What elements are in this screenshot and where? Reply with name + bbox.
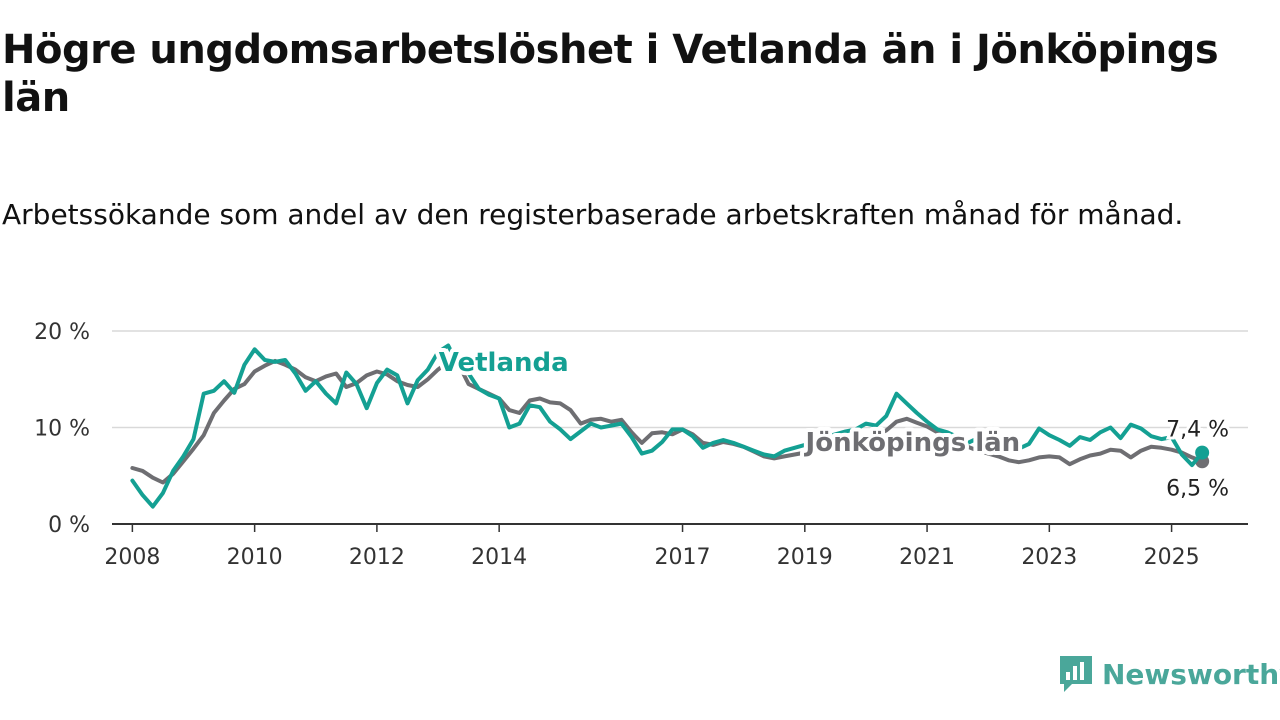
- bar-chart-logo-icon: [1060, 656, 1092, 692]
- x-tick-label: 2014: [471, 545, 527, 570]
- x-tick-label: 2023: [1021, 545, 1077, 570]
- end-value-label-2: 7,4 %: [1166, 418, 1229, 443]
- y-tick-label: 20 %: [34, 320, 90, 345]
- brand-name: Newsworthy: [1102, 657, 1280, 691]
- x-tick-label: 2008: [104, 545, 160, 570]
- end-point-2: [1195, 445, 1210, 460]
- gridlines: [112, 330, 1248, 429]
- chart-subtitle: Arbetssökande som andel av den registerb…: [2, 198, 1184, 231]
- line-chart: 0 % 10 % 20 % 2008 2010 2012 2014 2017 2019 2021…: [34, 320, 1248, 570]
- series-label-2: Vetlanda: [439, 348, 569, 378]
- y-tick-label: 0 %: [48, 513, 90, 538]
- x-tick-label: 2012: [349, 545, 405, 570]
- end-value-label-1: 6,5 %: [1166, 476, 1229, 501]
- series-labels: Jönköpings län Vetlanda 6,5 % 7,4 %: [435, 344, 1232, 504]
- x-tick-label: 2025: [1144, 545, 1200, 570]
- newsworthy-logo: Newsworthy: [1058, 654, 1280, 694]
- y-tick-label: 10 %: [34, 417, 90, 442]
- series-label-1: Jönköpings län: [804, 428, 1021, 458]
- x-axis: 2008 2010 2012 2014 2017 2019 2021 2023 2025: [104, 523, 1248, 570]
- series-lines: [130, 343, 1210, 509]
- y-axis: 0 % 10 % 20 %: [34, 320, 90, 538]
- x-tick-label: 2017: [655, 545, 711, 570]
- x-tick-label: 2010: [227, 545, 283, 570]
- series-line-1: [130, 358, 1205, 485]
- chart-title: Högre ungdomsarbetslöshet i Vetlanda än …: [2, 27, 1219, 121]
- x-tick-label: 2019: [777, 545, 833, 570]
- x-tick-label: 2021: [899, 545, 955, 570]
- series-line-2: [130, 343, 1205, 509]
